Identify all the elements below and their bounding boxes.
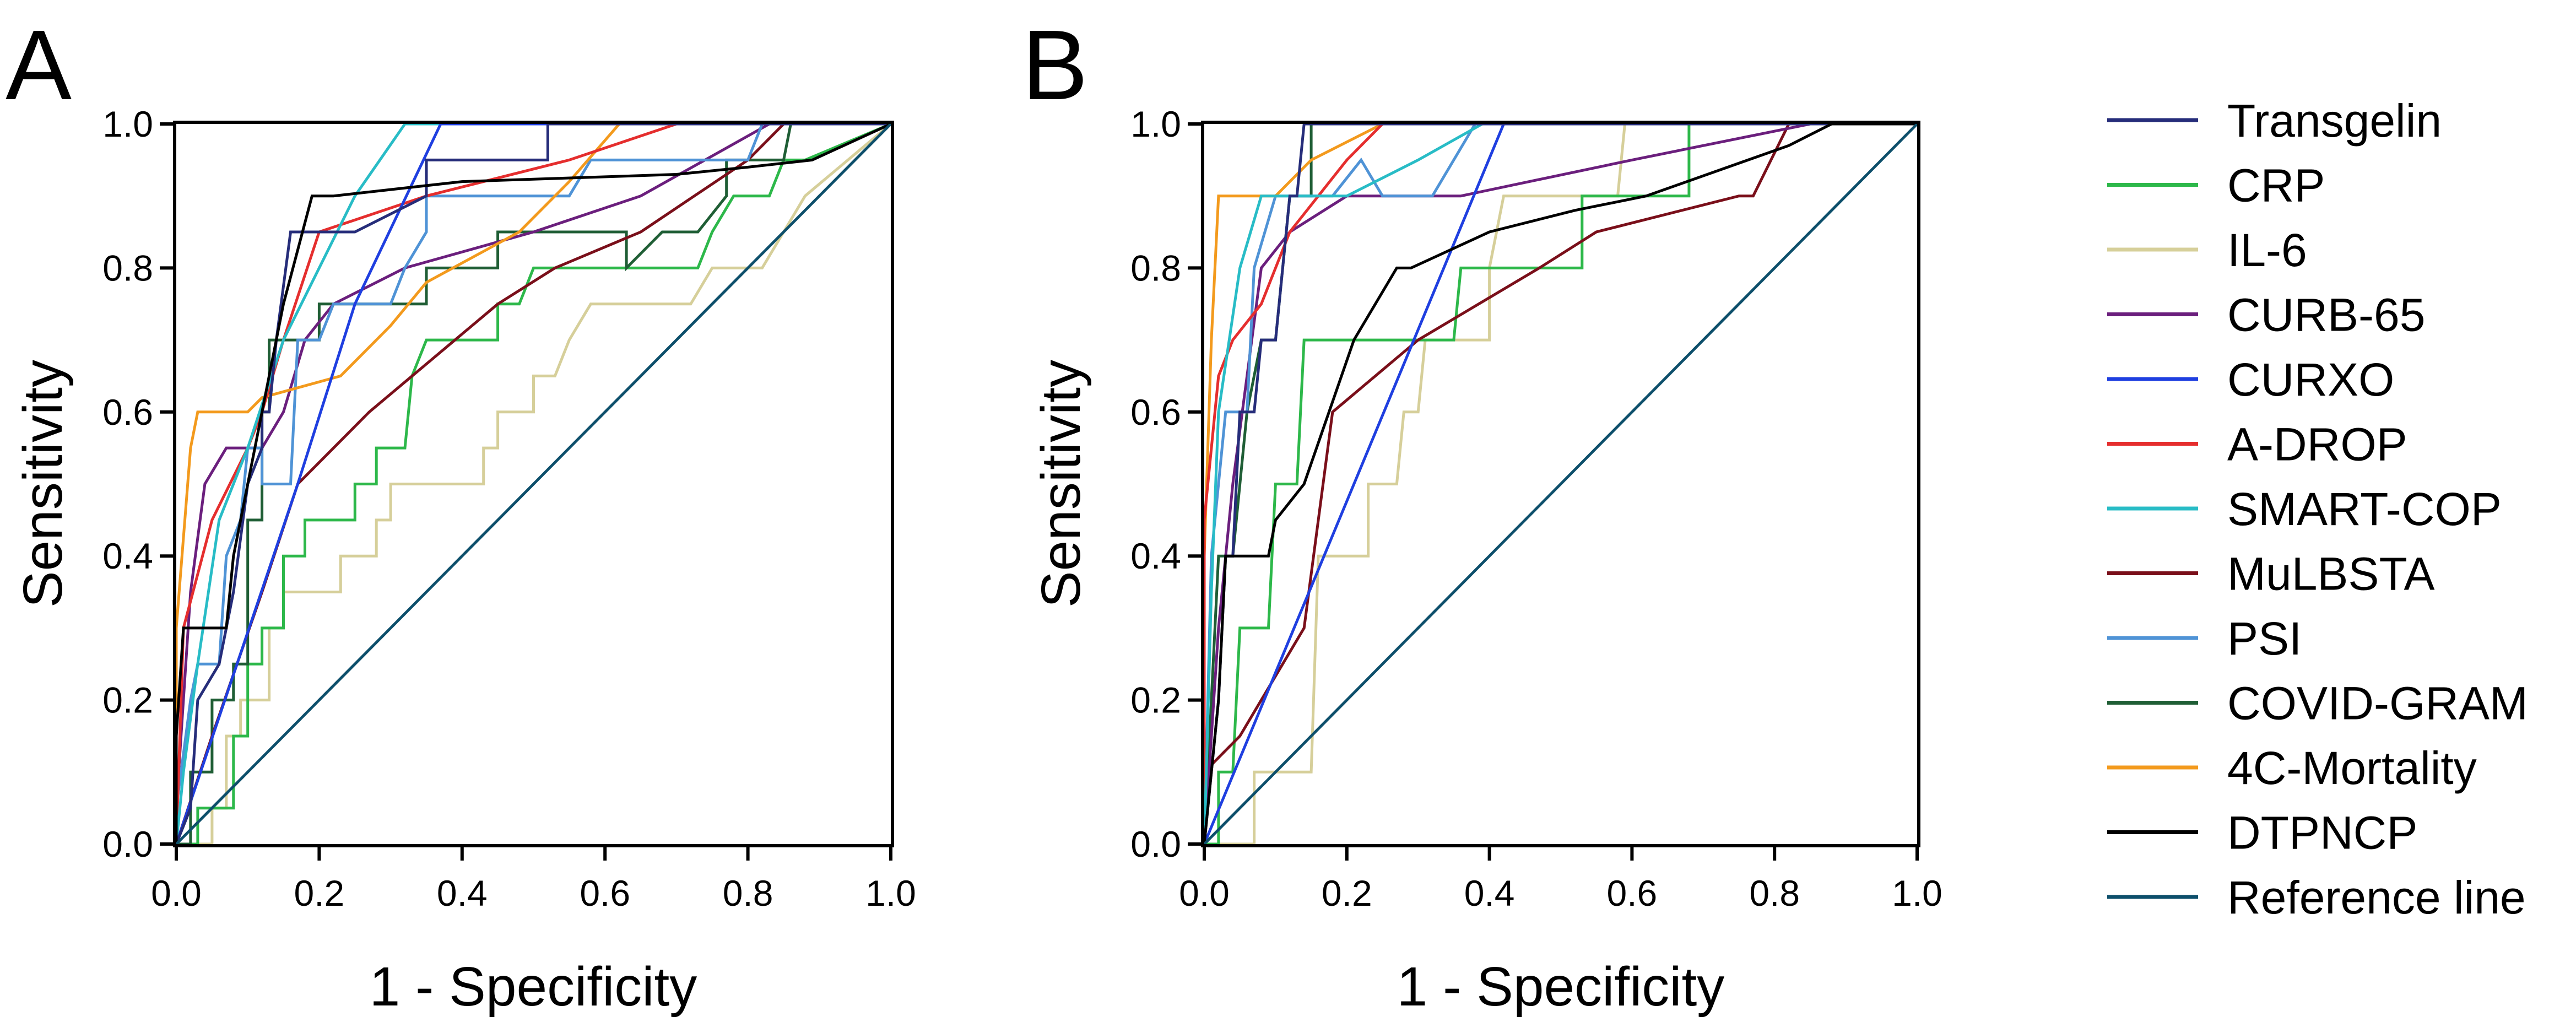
panel-a-x-tick-label: 0.0 [151,873,202,913]
panel-a-x-tick-label: 0.6 [580,873,630,913]
legend-item-curb-65: CURB-65 [2107,289,2425,341]
legend: Transgelin CRP IL-6 CURB-65 CURXO A-DROP SMART… [2107,95,2528,923]
legend-label: DTPNCP [2227,807,2417,859]
legend-item-curxo: CURXO [2107,354,2394,405]
legend-label: COVID-GRAM [2227,678,2528,729]
legend-label: PSI [2227,613,2302,664]
legend-item-psi: PSI [2107,613,2302,664]
panel-a-y-tick-label: 0.8 [102,247,153,288]
panel-b-x-tick-label: 1.0 [1892,873,1942,913]
panel-a-plot-frame [173,121,894,847]
panel-a-series-psi [175,122,891,844]
panel-b-series-il-6 [1204,122,1917,846]
panel-a-series-transgelin [175,122,891,845]
legend-item-crp: CRP [2107,160,2325,212]
panel-a: A 0.0 0.2 0.4 0.6 0.8 1.0 0.0 0.2 0.4 0.6 0.8 1.0 1… [6,10,916,1018]
legend-label: IL-6 [2227,224,2307,276]
panel-b-series-smart-cop [1203,122,1917,845]
panel-a-x-tick-label: 1.0 [865,873,916,913]
legend-item-reference-line: Reference line [2107,872,2526,923]
legend-item-4c-mortality: 4C-Mortality [2107,742,2477,794]
legend-label: MuLBSTA [2227,548,2435,600]
panel-b-letter: B [1022,10,1088,121]
panel-a-series-dtpncp [175,122,892,844]
legend-label: CURB-65 [2227,289,2425,341]
panel-b-series [1203,122,1918,846]
panel-a-x-tick-label: 0.4 [437,873,488,913]
panel-b-ticks: 0.0 0.2 0.4 0.6 0.8 1.0 0.0 0.2 0.4 0.6 0.8 1.0 [1130,104,1942,913]
panel-b: B 0.0 0.2 0.4 0.6 0.8 1.0 0.0 0.2 0.4 0.6 0.8 1.0 1… [1022,10,1942,1018]
panel-b-y-tick-label: 0.6 [1130,392,1181,432]
panel-b-series-a-drop [1203,122,1917,844]
panel-b-x-tick-label: 0.8 [1749,873,1800,913]
panel-a-y-tick-label: 1.0 [102,104,153,144]
panel-b-series-crp [1204,122,1917,846]
panel-a-y-tick-label: 0.0 [102,824,153,864]
panel-b-y-tick-label: 1.0 [1130,104,1181,144]
panel-b-y-axis-title: Sensitivity [1030,360,1092,608]
panel-b-y-tick-label: 0.8 [1130,247,1181,288]
legend-label: A-DROP [2227,419,2407,471]
panel-a-x-tick-label: 0.8 [723,873,773,913]
panel-a-ticks: 0.0 0.2 0.4 0.6 0.8 1.0 0.0 0.2 0.4 0.6 0.8 1.0 [102,104,916,913]
legend-item-smart-cop: SMART-COP [2107,483,2502,535]
panel-b-x-tick-label: 0.4 [1464,873,1515,913]
panel-a-series-4c-mortality [175,122,891,844]
panel-a-y-tick-label: 0.4 [102,536,153,576]
panel-b-y-tick-label: 0.2 [1130,680,1181,721]
legend-item-a-drop: A-DROP [2107,419,2407,471]
legend-label: Transgelin [2227,95,2442,147]
panel-b-series-reference-line [1203,123,1918,845]
legend-label: CRP [2227,160,2325,212]
panel-b-x-tick-label: 0.0 [1179,873,1230,913]
panel-b-plot-frame [1201,121,1920,847]
legend-label: Reference line [2227,872,2526,923]
panel-b-y-tick-label: 0.4 [1130,536,1181,576]
panel-a-y-tick-label: 0.2 [102,680,153,721]
legend-label: CURXO [2227,354,2394,405]
legend-item-mulbsta: MuLBSTA [2107,548,2435,600]
panel-b-x-tick-label: 0.6 [1607,873,1658,913]
legend-item-il-6: IL-6 [2107,224,2307,276]
panel-b-y-tick-label: 0.0 [1130,824,1181,864]
panel-a-series-reference-line [175,123,892,845]
panel-a-series [175,122,892,846]
panel-a-series-curb-65 [175,122,891,844]
panel-a-y-tick-label: 0.6 [102,392,153,432]
panel-a-series-il-6 [176,123,892,846]
panel-a-y-axis-title: Sensitivity [12,360,74,608]
legend-label: SMART-COP [2227,483,2502,535]
legend-item-dtpncp: DTPNCP [2107,807,2417,859]
panel-b-x-tick-label: 0.2 [1322,873,1372,913]
panel-a-x-tick-label: 0.2 [294,873,345,913]
panel-b-x-axis-title: 1 - Specificity [1397,956,1725,1018]
legend-item-covid-gram: COVID-GRAM [2107,678,2528,729]
panel-b-series-mulbsta [1203,122,1917,844]
legend-item-transgelin: Transgelin [2107,95,2442,147]
legend-label: 4C-Mortality [2227,742,2477,794]
panel-a-letter: A [6,10,72,121]
panel-b-series-dtpncp [1203,122,1917,845]
panel-a-x-axis-title: 1 - Specificity [370,956,697,1018]
panel-a-series-crp [176,122,891,846]
